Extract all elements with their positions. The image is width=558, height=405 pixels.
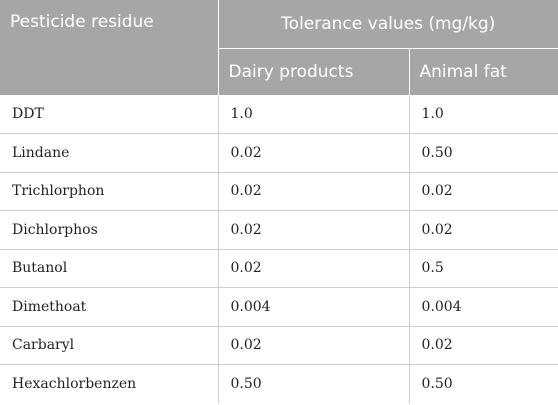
table-row: Lindane 0.02 0.50	[0, 133, 558, 173]
dairy-value: 0.02	[218, 326, 410, 365]
table-row: Carbaryl 0.02 0.02	[0, 326, 558, 365]
table-row: Hexachlorbenzen 0.50 0.50	[0, 364, 558, 403]
dairy-value: 0.02	[218, 249, 410, 288]
fat-value: 0.02	[409, 326, 558, 365]
pesticide-name: Trichlorphon	[0, 172, 219, 211]
fat-value: 0.02	[409, 172, 558, 211]
fat-value: 0.004	[409, 287, 558, 327]
table-row: Dimethoat 0.004 0.004	[0, 287, 558, 327]
fat-value: 1.0	[409, 95, 558, 134]
dairy-value: 0.02	[218, 210, 410, 250]
header-dairy-products: Dairy products	[218, 48, 410, 96]
table-row: Butanol 0.02 0.5	[0, 249, 558, 288]
pesticide-name: Butanol	[0, 249, 219, 288]
dairy-value: 0.02	[218, 133, 410, 173]
header-animal-fat: Animal fat	[409, 48, 558, 96]
pesticide-name: Dimethoat	[0, 287, 219, 327]
fat-value: 0.50	[409, 133, 558, 173]
pesticide-name: Lindane	[0, 133, 219, 173]
fat-value: 0.02	[409, 210, 558, 250]
table-row: Trichlorphon 0.02 0.02	[0, 172, 558, 211]
dairy-value: 0.50	[218, 364, 410, 403]
fat-value: 0.5	[409, 249, 558, 288]
header-tolerance-values: Tolerance values (mg/kg)	[218, 0, 558, 49]
subheader-row: Dairy products Animal fat	[0, 48, 558, 96]
pesticide-name: DDT	[0, 95, 219, 134]
dairy-value: 1.0	[218, 95, 410, 134]
pesticide-name: Carbaryl	[0, 326, 219, 365]
dairy-value: 0.02	[218, 172, 410, 211]
header-pesticide-residue: Pesticide residue	[0, 0, 219, 96]
header-row: Pesticide residue Tolerance values (mg/k…	[0, 0, 558, 96]
pesticide-name: Hexachlorbenzen	[0, 364, 219, 403]
fat-value: 0.50	[421, 376, 453, 392]
table-row: Dichlorphos 0.02 0.02	[0, 210, 558, 250]
pesticide-name: Dichlorphos	[0, 210, 219, 250]
table-row: DDT 1.0 1.0	[0, 95, 558, 134]
dairy-value: 0.004	[218, 287, 410, 327]
